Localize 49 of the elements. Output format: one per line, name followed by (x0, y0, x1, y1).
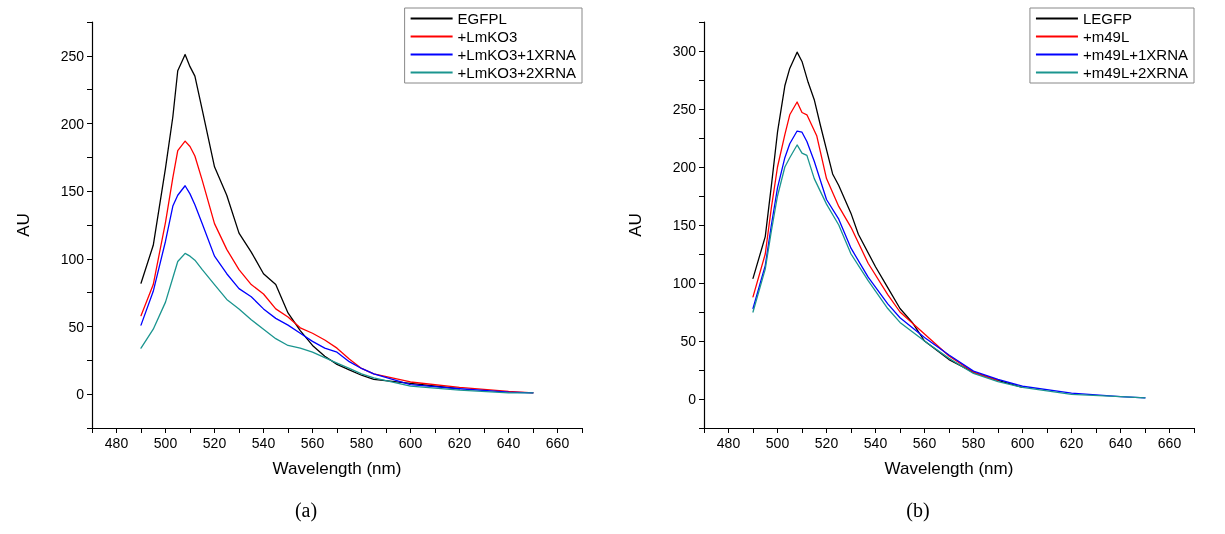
x-tick-label: 500 (153, 435, 178, 451)
x-tick-label: 600 (398, 435, 423, 451)
y-tick-label: 100 (672, 275, 697, 291)
x-tick-label: 640 (496, 435, 521, 451)
text: (a) (293, 498, 319, 524)
y-tick-label: 50 (68, 318, 85, 335)
y-tick-label: 200 (60, 115, 85, 132)
legend-label: +LmKO3 (457, 28, 518, 45)
y-axis-title: AU (14, 213, 33, 237)
x-axis-title: Wavelength (nm) (884, 459, 1014, 478)
x-tick-label: 480 (104, 435, 129, 451)
x-tick-label: 560 (300, 435, 325, 451)
legend-label: +LmKO3+2XRNA (457, 64, 576, 81)
y-tick-label: 150 (672, 217, 697, 233)
legend-label: +LmKO3+1XRNA (457, 46, 576, 63)
y-tick-label: 50 (680, 333, 697, 349)
x-axis-title: Wavelength (nm) (272, 459, 402, 478)
text: (b) (905, 498, 931, 523)
x-tick-label: 620 (447, 435, 472, 451)
x-tick-label: 640 (1108, 435, 1133, 451)
legend-label: EGFPL (457, 10, 507, 27)
y-tick-label: 250 (672, 101, 697, 117)
y-tick-label: 150 (60, 183, 85, 200)
x-tick-label: 620 (1059, 435, 1084, 451)
x-tick-label: 560 (912, 435, 937, 451)
x-tick-label: 520 (814, 435, 839, 451)
x-tick-label: 480 (716, 435, 741, 451)
x-tick-label: 600 (1010, 435, 1035, 451)
x-tick-label: 660 (545, 435, 570, 451)
x-tick-label: 580 (961, 435, 986, 451)
line-series (140, 252, 534, 394)
y-tick-label: 250 (60, 47, 85, 64)
y-tick-label: 300 (672, 43, 697, 59)
line-series (752, 101, 999, 382)
y-tick-label: 200 (672, 159, 697, 175)
legend-label: +m49L (1082, 28, 1130, 45)
x-tick-label: 520 (202, 435, 227, 451)
y-tick-label: 0 (76, 386, 85, 403)
legend-label: +m49L+1XRNA (1082, 46, 1188, 63)
x-tick-label: 660 (1157, 435, 1182, 451)
legend-label: +m49L+2XRNA (1082, 64, 1188, 81)
x-tick-label: 540 (863, 435, 888, 451)
x-tick-label: 500 (765, 435, 790, 451)
y-tick-label: 100 (60, 250, 85, 267)
y-axis-title: AU (626, 213, 645, 237)
x-tick-label: 580 (349, 435, 374, 451)
legend-label: LEGFP (1082, 10, 1133, 27)
y-tick-label: 0 (688, 391, 697, 407)
x-tick-label: 540 (251, 435, 276, 451)
